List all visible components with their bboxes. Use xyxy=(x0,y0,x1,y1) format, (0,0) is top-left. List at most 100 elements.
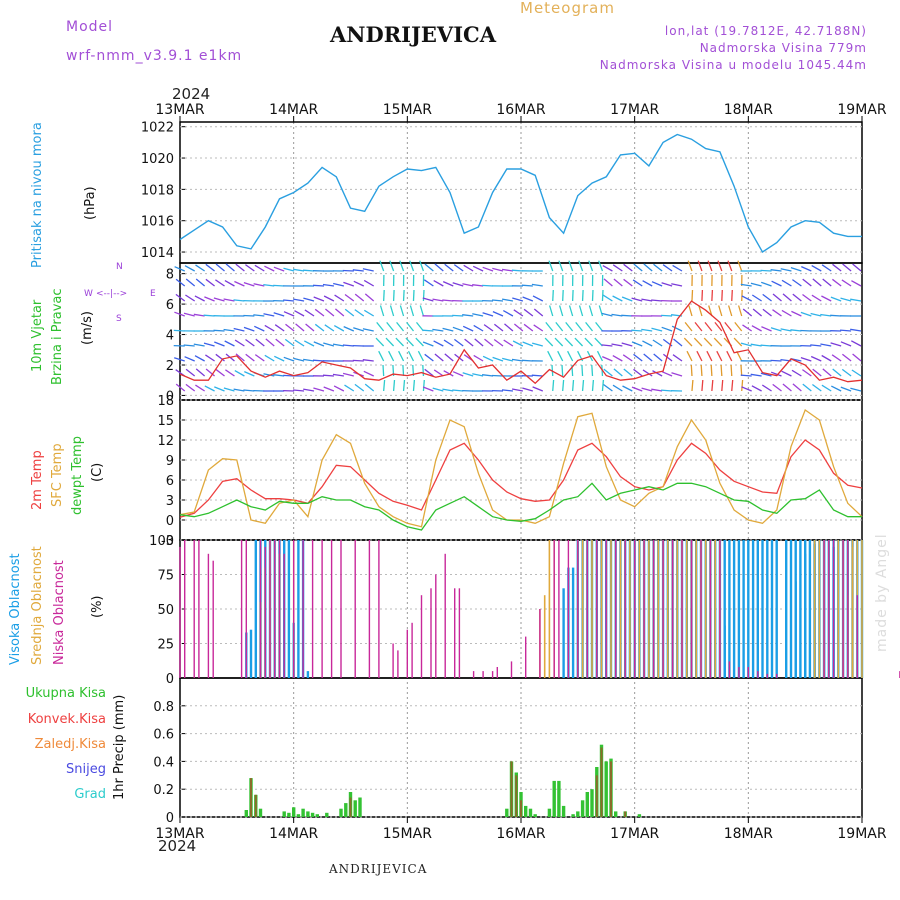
wind-barb xyxy=(631,297,643,302)
wind-barb xyxy=(812,368,822,377)
wind-barb xyxy=(225,369,235,377)
wind-barb xyxy=(493,338,504,347)
wind-barb xyxy=(324,324,335,332)
wind-barb xyxy=(581,364,584,377)
wind-barb xyxy=(295,323,305,332)
wind-barb xyxy=(293,268,305,272)
wind-barb xyxy=(781,309,792,317)
wind-barb xyxy=(462,283,474,287)
wind-barb xyxy=(603,278,613,287)
wind-barb xyxy=(194,295,205,302)
wind-barb xyxy=(850,340,862,347)
compass-e: E xyxy=(150,289,156,299)
precip-bar xyxy=(250,778,252,817)
wind-barb xyxy=(700,364,703,377)
cloud-bar xyxy=(567,540,570,678)
wind-barb xyxy=(672,354,683,362)
wind-barb xyxy=(433,340,444,347)
wind-barb xyxy=(852,263,862,272)
wind-barb xyxy=(737,305,743,317)
wind-barb xyxy=(790,266,802,272)
wind-barb xyxy=(727,305,733,317)
cloud-bar xyxy=(737,540,741,678)
top-date-label: 14MAR xyxy=(269,102,318,118)
wind-barb xyxy=(532,386,544,392)
wind-barb xyxy=(750,343,762,347)
wind-barb xyxy=(314,308,325,317)
precip-bar xyxy=(353,800,357,817)
wind-barb xyxy=(334,308,345,317)
wind-barb xyxy=(770,327,782,332)
wind-barb xyxy=(588,260,594,272)
wind-barb xyxy=(737,260,743,272)
wind-barb xyxy=(631,341,643,347)
wind-barb xyxy=(323,386,335,392)
temperature-ytick-label: 18 xyxy=(157,394,174,409)
cloud-bar xyxy=(776,673,778,678)
wind-barb xyxy=(802,293,812,302)
wind-barb xyxy=(602,265,613,272)
wind-barb xyxy=(482,284,494,287)
cloud-bar xyxy=(553,540,555,678)
wind-barb xyxy=(234,280,245,287)
wind-barb xyxy=(175,293,186,302)
cloud-bar xyxy=(605,540,607,678)
cloud-bar xyxy=(757,671,759,678)
cloud-bar xyxy=(472,671,475,678)
wind-barb xyxy=(233,388,245,392)
wind-barb xyxy=(671,372,683,377)
wind-barb xyxy=(552,379,555,392)
wind-barb xyxy=(235,353,245,362)
cloud-bar xyxy=(311,540,314,678)
precip-bar xyxy=(296,814,301,817)
wind-barb xyxy=(474,338,484,347)
wind-barb xyxy=(822,368,832,377)
wind-barb xyxy=(641,298,653,302)
wind-barb xyxy=(344,308,355,317)
wind-barb xyxy=(422,379,425,392)
wind-barb xyxy=(840,386,852,392)
cloud-bar xyxy=(302,540,304,678)
wind-barb xyxy=(598,260,604,272)
cloud-bar xyxy=(756,540,759,678)
wind-barb xyxy=(531,283,543,287)
wind-barb xyxy=(244,371,255,377)
cloud-bar xyxy=(330,540,333,678)
wind-barb xyxy=(313,387,325,392)
cloud-bar xyxy=(496,667,498,678)
wind-barb xyxy=(671,283,683,287)
precip-bar xyxy=(595,775,598,817)
wind-barb xyxy=(802,369,812,377)
wind-barb xyxy=(173,329,185,332)
wind-barb xyxy=(443,339,454,347)
cloud-bar xyxy=(832,540,835,678)
precip-bar xyxy=(515,775,518,817)
wind-barb xyxy=(265,338,275,347)
wind-barb xyxy=(343,326,355,332)
wind-barb xyxy=(204,385,215,392)
wind-barb xyxy=(283,267,295,272)
wind-ytick-label: 2 xyxy=(166,359,174,374)
wind-barb xyxy=(243,326,255,332)
wind-barb xyxy=(513,309,524,317)
cloud-bar xyxy=(648,540,650,678)
cloud-bar xyxy=(837,540,840,678)
cloud-bar xyxy=(269,540,271,678)
wind-barb xyxy=(602,356,613,362)
wind-barb xyxy=(344,384,355,392)
wind-barb xyxy=(742,324,753,332)
cloud-bar xyxy=(804,553,807,678)
wind-barb xyxy=(513,323,524,332)
wind-barb xyxy=(623,278,633,287)
wind-barb xyxy=(740,342,752,347)
wind-barb xyxy=(274,355,285,362)
wind-barb xyxy=(362,328,374,332)
cloud-bar xyxy=(245,540,247,678)
wind-barb xyxy=(548,260,554,272)
wind-barb xyxy=(688,305,693,317)
cloud-bar xyxy=(789,540,793,678)
wind-barb xyxy=(185,294,196,302)
pressure-ytick-label: 1016 xyxy=(141,215,174,230)
wind-barb xyxy=(293,357,305,362)
wind-barb xyxy=(398,350,405,362)
